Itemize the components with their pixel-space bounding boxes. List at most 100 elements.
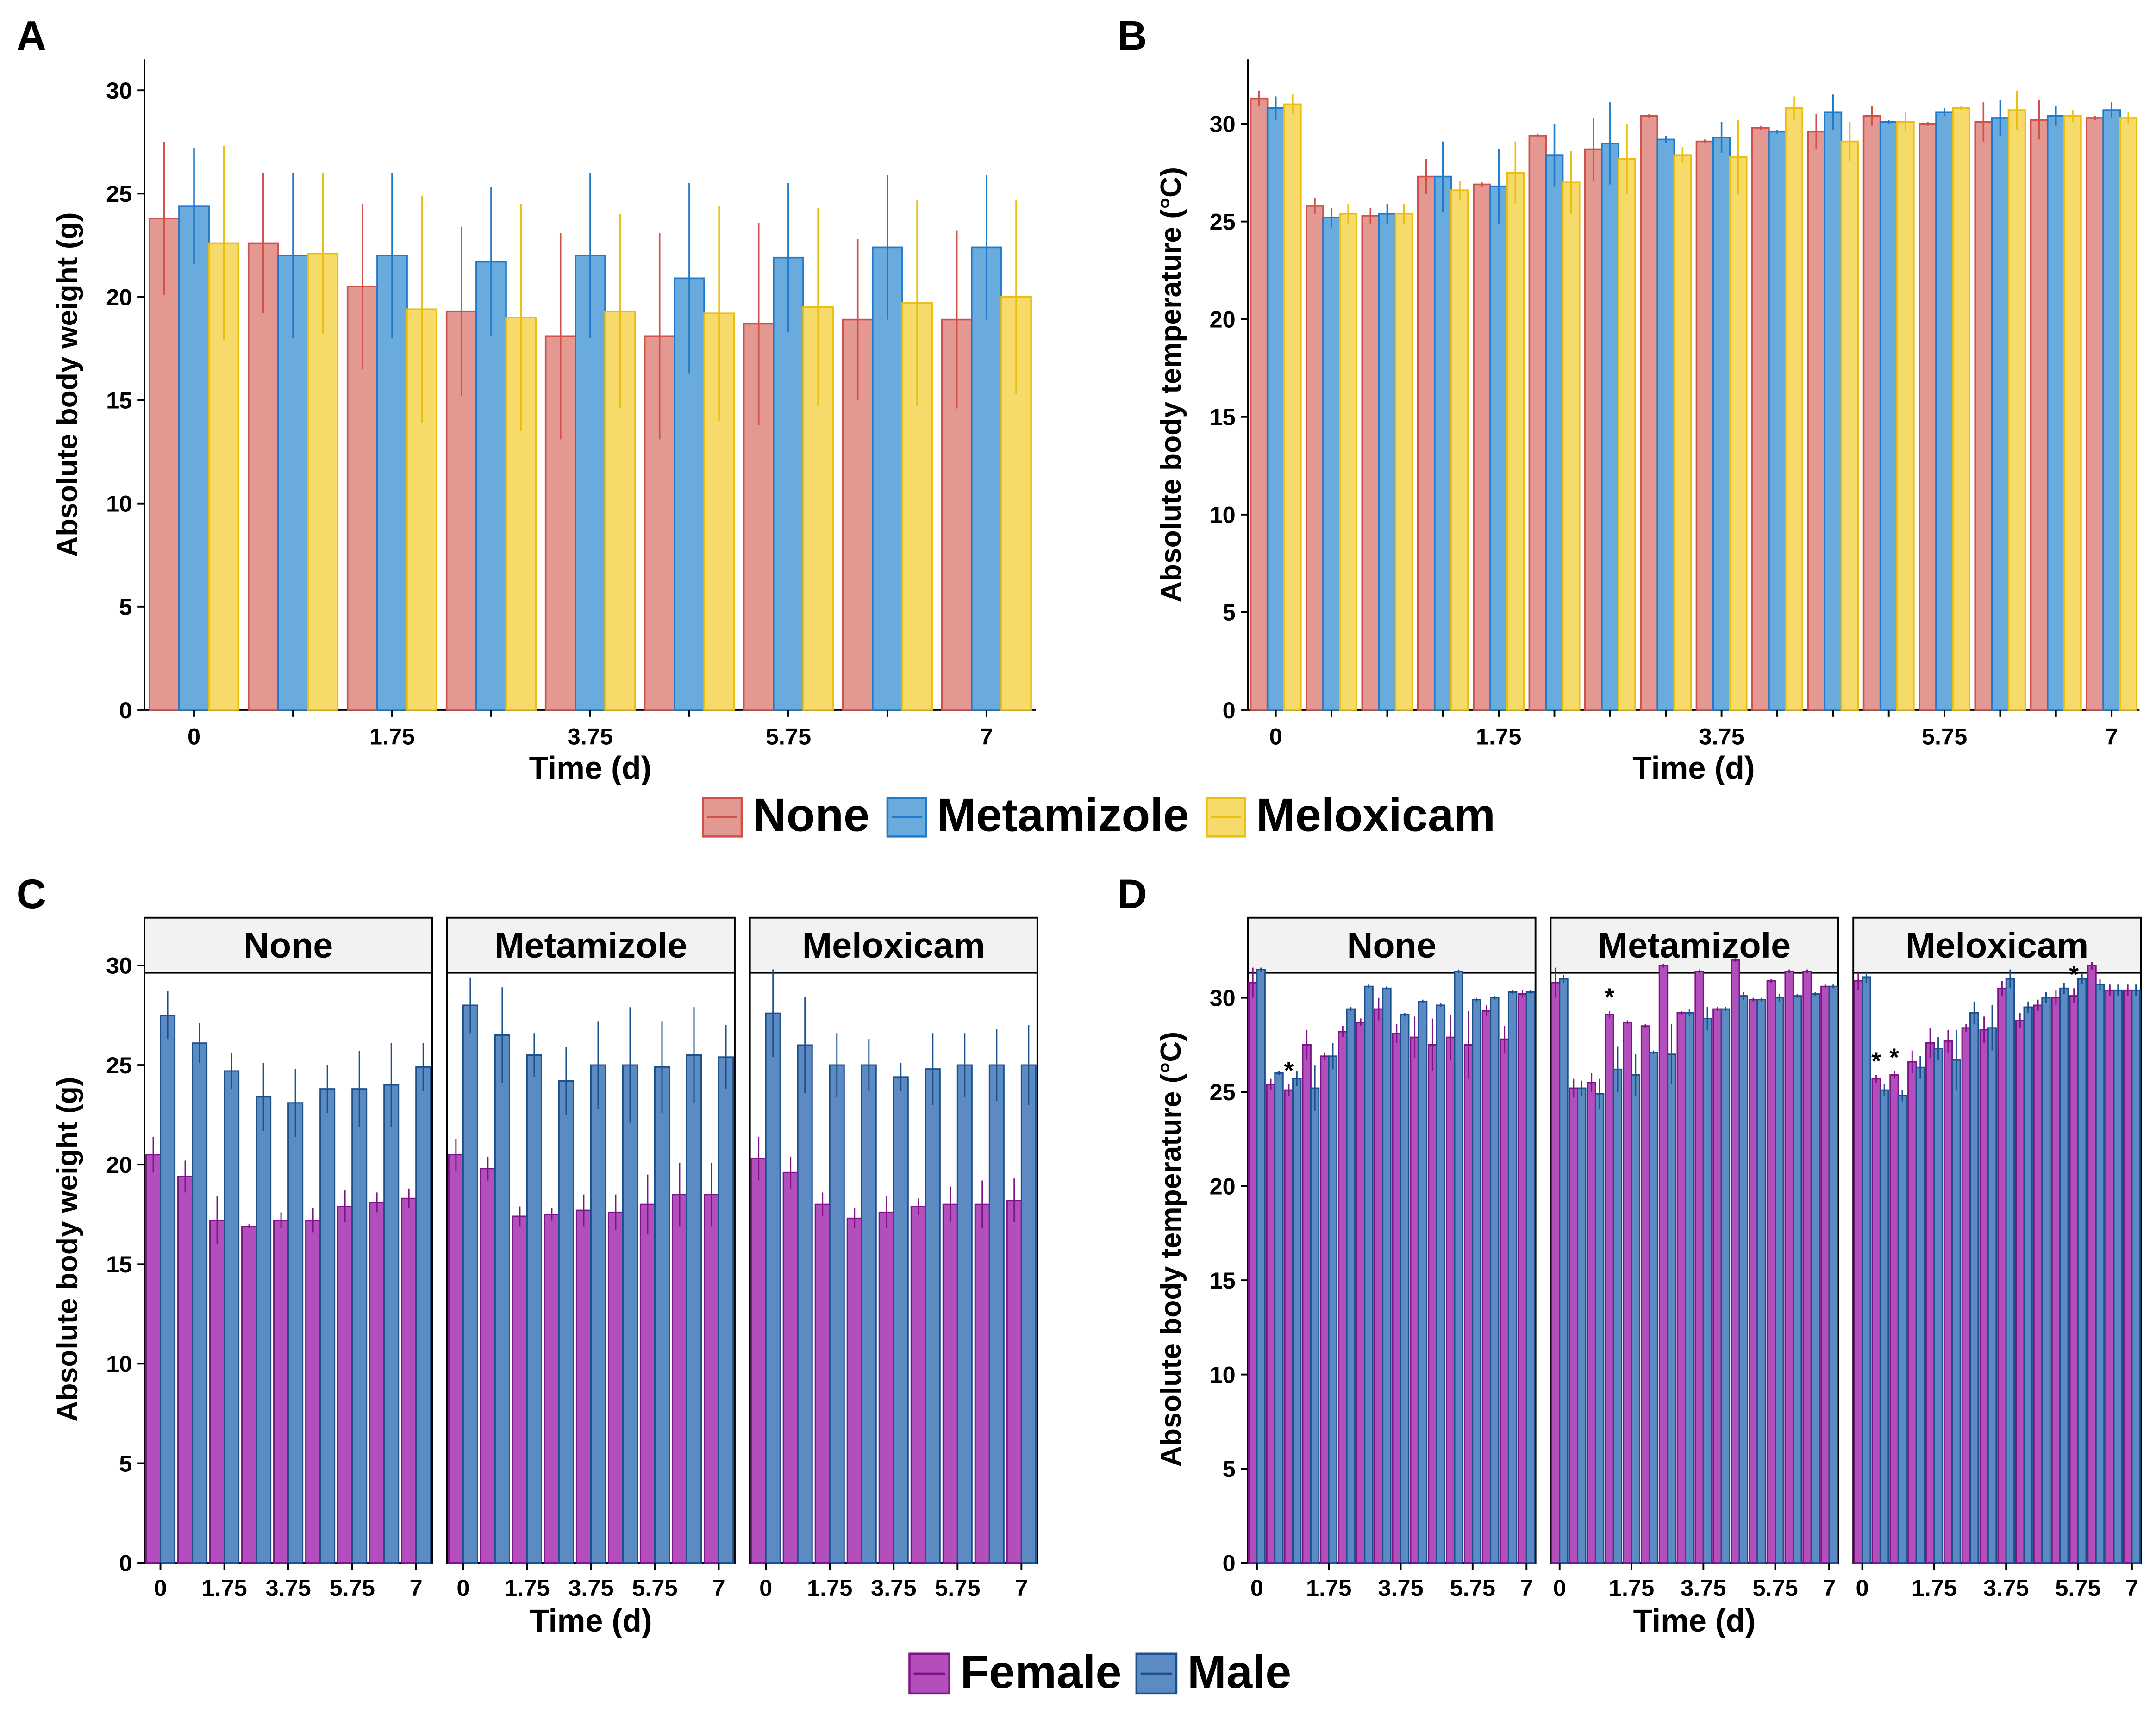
bar-female	[145, 1154, 162, 1564]
y-tick-label: 20	[1210, 1173, 1236, 1199]
y-tick-label: 0	[119, 1550, 132, 1576]
bar-female	[1248, 982, 1258, 1564]
y-tick-label: 5	[1223, 1456, 1236, 1482]
bar-male	[1792, 995, 1802, 1564]
x-tick-label: 7	[2105, 723, 2118, 749]
bar-none	[2030, 119, 2049, 711]
bar-male	[1454, 971, 1463, 1564]
bar-female	[1587, 1082, 1596, 1564]
legend-label-metamizole: Metamizole	[937, 790, 1189, 841]
bar-none	[2086, 117, 2104, 711]
bar-female	[1284, 1089, 1294, 1564]
facet-label-meloxicam: Meloxicam	[1906, 926, 2088, 966]
bar-metamizole	[475, 261, 507, 711]
x-tick-label: 1.75	[1912, 1575, 1957, 1601]
bar-female	[1907, 1061, 1917, 1564]
bar-male	[925, 1068, 941, 1564]
bar-female	[1748, 999, 1758, 1564]
legend-label-none: None	[753, 790, 870, 841]
x-tick-label: 0	[1856, 1575, 1869, 1601]
bar-female	[607, 1211, 624, 1564]
bar-male	[1738, 995, 1748, 1564]
panel-letter-b: B	[1117, 12, 1147, 58]
bar-male	[1915, 1066, 1925, 1564]
bar-female	[1481, 1010, 1492, 1564]
bar-male	[797, 1044, 813, 1564]
x-tick-label: 3.75	[265, 1575, 311, 1601]
bar-male	[1507, 991, 1518, 1564]
bar-male	[1328, 1055, 1338, 1564]
bar-female	[480, 1168, 496, 1564]
y-tick-label: 25	[1210, 208, 1236, 235]
x-axis-title: Time (d)	[1632, 751, 1755, 786]
bar-female	[974, 1203, 990, 1564]
bar-male	[1472, 999, 1481, 1564]
y-tick-label: 10	[106, 1351, 132, 1377]
bar-meloxicam	[1394, 212, 1413, 711]
bar-meloxicam	[1840, 140, 1859, 711]
x-tick-label: 1.75	[1306, 1575, 1351, 1601]
bar-female	[337, 1206, 353, 1564]
x-tick-label: 1.75	[504, 1575, 550, 1601]
bar-male	[956, 1064, 973, 1564]
x-tick-label: 7	[1520, 1575, 1533, 1601]
facet-label-none: None	[244, 926, 333, 966]
bar-female	[1392, 1033, 1401, 1564]
bar-meloxicam	[1618, 158, 1636, 711]
bar-male	[351, 1088, 368, 1564]
x-tick-label: 5.75	[329, 1575, 375, 1601]
bar-none	[1974, 121, 1993, 711]
bar-female	[177, 1176, 194, 1564]
bar-female	[305, 1220, 321, 1564]
x-tick-label: 7	[410, 1575, 423, 1601]
y-tick-label: 0	[1223, 1550, 1236, 1576]
bar-metamizole	[2102, 109, 2121, 711]
bar-male	[462, 1004, 478, 1564]
y-tick-label: 5	[1223, 599, 1236, 626]
bar-male	[1490, 997, 1500, 1564]
bar-male	[2041, 997, 2051, 1564]
bar-none	[1862, 115, 1881, 711]
bar-male	[1612, 1068, 1623, 1564]
bar-male	[558, 1080, 574, 1564]
bar-male	[2131, 989, 2141, 1564]
x-tick-label: 0	[187, 723, 200, 749]
bar-none	[1584, 148, 1603, 711]
x-tick-label: 3.75	[568, 723, 613, 749]
bar-none	[148, 218, 180, 711]
x-tick-label: 7	[2125, 1575, 2138, 1601]
bar-female	[2069, 995, 2079, 1564]
bar-meloxicam	[1562, 181, 1581, 711]
bar-male	[765, 1012, 781, 1564]
bar-male	[383, 1084, 400, 1564]
bar-male	[1594, 1093, 1605, 1564]
bar-male	[1577, 1087, 1587, 1564]
bar-meloxicam	[2063, 115, 2082, 711]
x-tick-label: 7	[1823, 1575, 1836, 1601]
x-tick-label: 0	[456, 1575, 469, 1601]
bar-female	[1961, 1027, 1971, 1564]
bar-metamizole	[1489, 185, 1508, 711]
y-tick-label: 30	[1210, 985, 1236, 1011]
bar-male	[494, 1034, 510, 1564]
bar-male	[2059, 987, 2069, 1564]
bar-male	[160, 1014, 176, 1564]
x-tick-label: 5.75	[935, 1575, 980, 1601]
bar-male	[861, 1064, 877, 1564]
bar-meloxicam	[1729, 156, 1748, 711]
significance-star: *	[1284, 1057, 1294, 1084]
bar-meloxicam	[604, 310, 636, 711]
x-tick-label: 0	[1553, 1575, 1566, 1601]
y-tick-label: 0	[1223, 697, 1236, 723]
bar-metamizole	[1879, 121, 1898, 711]
bar-male	[1525, 991, 1536, 1564]
bar-female	[544, 1214, 560, 1564]
x-tick-label: 3.75	[1378, 1575, 1423, 1601]
bar-metamizole	[1378, 212, 1397, 711]
facet-label-metamizole: Metamizole	[1598, 926, 1791, 966]
bar-female	[639, 1203, 656, 1564]
bar-male	[590, 1064, 606, 1564]
bar-none	[1807, 131, 1826, 711]
panel-letter-c: C	[17, 871, 46, 917]
x-tick-label: 3.75	[871, 1575, 916, 1601]
